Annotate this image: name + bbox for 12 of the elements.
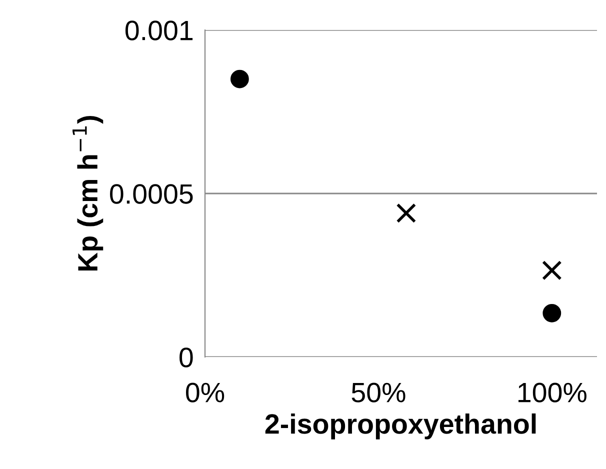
- x-tick-label: 50%: [352, 382, 406, 402]
- x-tick-label: 0%: [186, 382, 224, 402]
- y-tick-label: 0.0005: [110, 184, 193, 204]
- y-tick-label: 0.001: [125, 20, 193, 40]
- point: [230, 70, 249, 88]
- x-axis-title: 2-isopropoxyethanol: [265, 413, 536, 440]
- y-axis-title: Kp (cm h$^{−1}$): [72, 116, 104, 271]
- point: [542, 260, 562, 280]
- point: [542, 304, 562, 322]
- point: [396, 203, 416, 224]
- y-tick-label: 0: [180, 348, 193, 368]
- x-tick-label: 100%: [518, 382, 586, 402]
